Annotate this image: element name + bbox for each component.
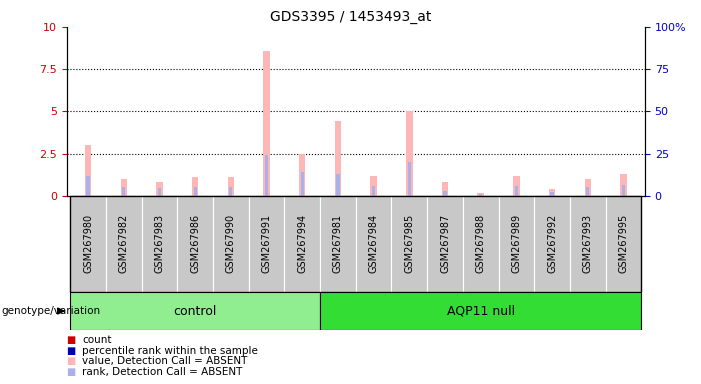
Text: GSM267984: GSM267984 (369, 214, 379, 273)
Text: ■: ■ (67, 367, 76, 377)
Bar (213, 196, 249, 292)
Bar (70, 292, 320, 330)
Bar (515, 186, 518, 196)
Bar (156, 182, 163, 196)
Text: GSM267985: GSM267985 (404, 214, 414, 273)
Bar (193, 187, 197, 196)
Bar (585, 179, 591, 196)
Text: count: count (82, 335, 111, 345)
Text: GSM267991: GSM267991 (261, 214, 271, 273)
Bar (606, 196, 641, 292)
Bar (320, 196, 355, 292)
Bar (391, 196, 427, 292)
Bar (370, 175, 377, 196)
Text: control: control (173, 305, 217, 318)
Text: ■: ■ (67, 346, 76, 356)
Text: GSM267994: GSM267994 (297, 214, 307, 273)
Text: rank, Detection Call = ABSENT: rank, Detection Call = ABSENT (82, 367, 243, 377)
Bar (70, 196, 106, 292)
Text: GDS3395 / 1453493_at: GDS3395 / 1453493_at (270, 10, 431, 23)
Bar (570, 196, 606, 292)
Bar (622, 185, 625, 196)
Bar (228, 177, 234, 196)
Bar (249, 196, 285, 292)
Text: AQP11 null: AQP11 null (447, 305, 515, 318)
Bar (336, 174, 339, 196)
Bar (334, 121, 341, 196)
Bar (586, 187, 590, 196)
Text: GSM267983: GSM267983 (154, 214, 165, 273)
Bar (229, 187, 233, 196)
Bar (192, 177, 198, 196)
Bar (158, 188, 161, 196)
Bar (264, 51, 270, 196)
Text: GSM267982: GSM267982 (118, 214, 129, 273)
Text: GSM267995: GSM267995 (618, 214, 629, 273)
Bar (372, 186, 375, 196)
Text: genotype/variation: genotype/variation (1, 306, 100, 316)
Bar (513, 175, 519, 196)
Bar (142, 196, 177, 292)
Bar (477, 193, 484, 196)
Bar (285, 196, 320, 292)
Text: GSM267989: GSM267989 (512, 214, 522, 273)
Text: ■: ■ (67, 335, 76, 345)
Bar (479, 194, 482, 196)
Bar (620, 174, 627, 196)
Bar (86, 175, 90, 196)
Text: GSM267990: GSM267990 (226, 214, 236, 273)
Bar (320, 292, 641, 330)
Text: GSM267988: GSM267988 (476, 214, 486, 273)
Bar (299, 154, 306, 196)
Bar (550, 192, 554, 196)
Bar (427, 196, 463, 292)
Bar (106, 196, 142, 292)
Bar (442, 182, 448, 196)
Text: GSM267986: GSM267986 (190, 214, 200, 273)
Text: GSM267993: GSM267993 (583, 214, 593, 273)
Bar (121, 179, 127, 196)
Bar (463, 196, 498, 292)
Bar (85, 145, 91, 196)
Bar (498, 196, 534, 292)
Text: GSM267987: GSM267987 (440, 214, 450, 273)
Text: GSM267992: GSM267992 (547, 214, 557, 273)
Text: GSM267980: GSM267980 (83, 214, 93, 273)
Text: GSM267981: GSM267981 (333, 214, 343, 273)
Bar (444, 191, 447, 196)
Bar (408, 162, 411, 196)
Bar (301, 172, 304, 196)
Bar (355, 196, 391, 292)
Bar (406, 111, 412, 196)
Bar (549, 189, 555, 196)
Text: percentile rank within the sample: percentile rank within the sample (82, 346, 258, 356)
Bar (534, 196, 570, 292)
Bar (177, 196, 213, 292)
Bar (122, 187, 125, 196)
Bar (265, 155, 268, 196)
Text: value, Detection Call = ABSENT: value, Detection Call = ABSENT (82, 356, 247, 366)
Text: ■: ■ (67, 356, 76, 366)
